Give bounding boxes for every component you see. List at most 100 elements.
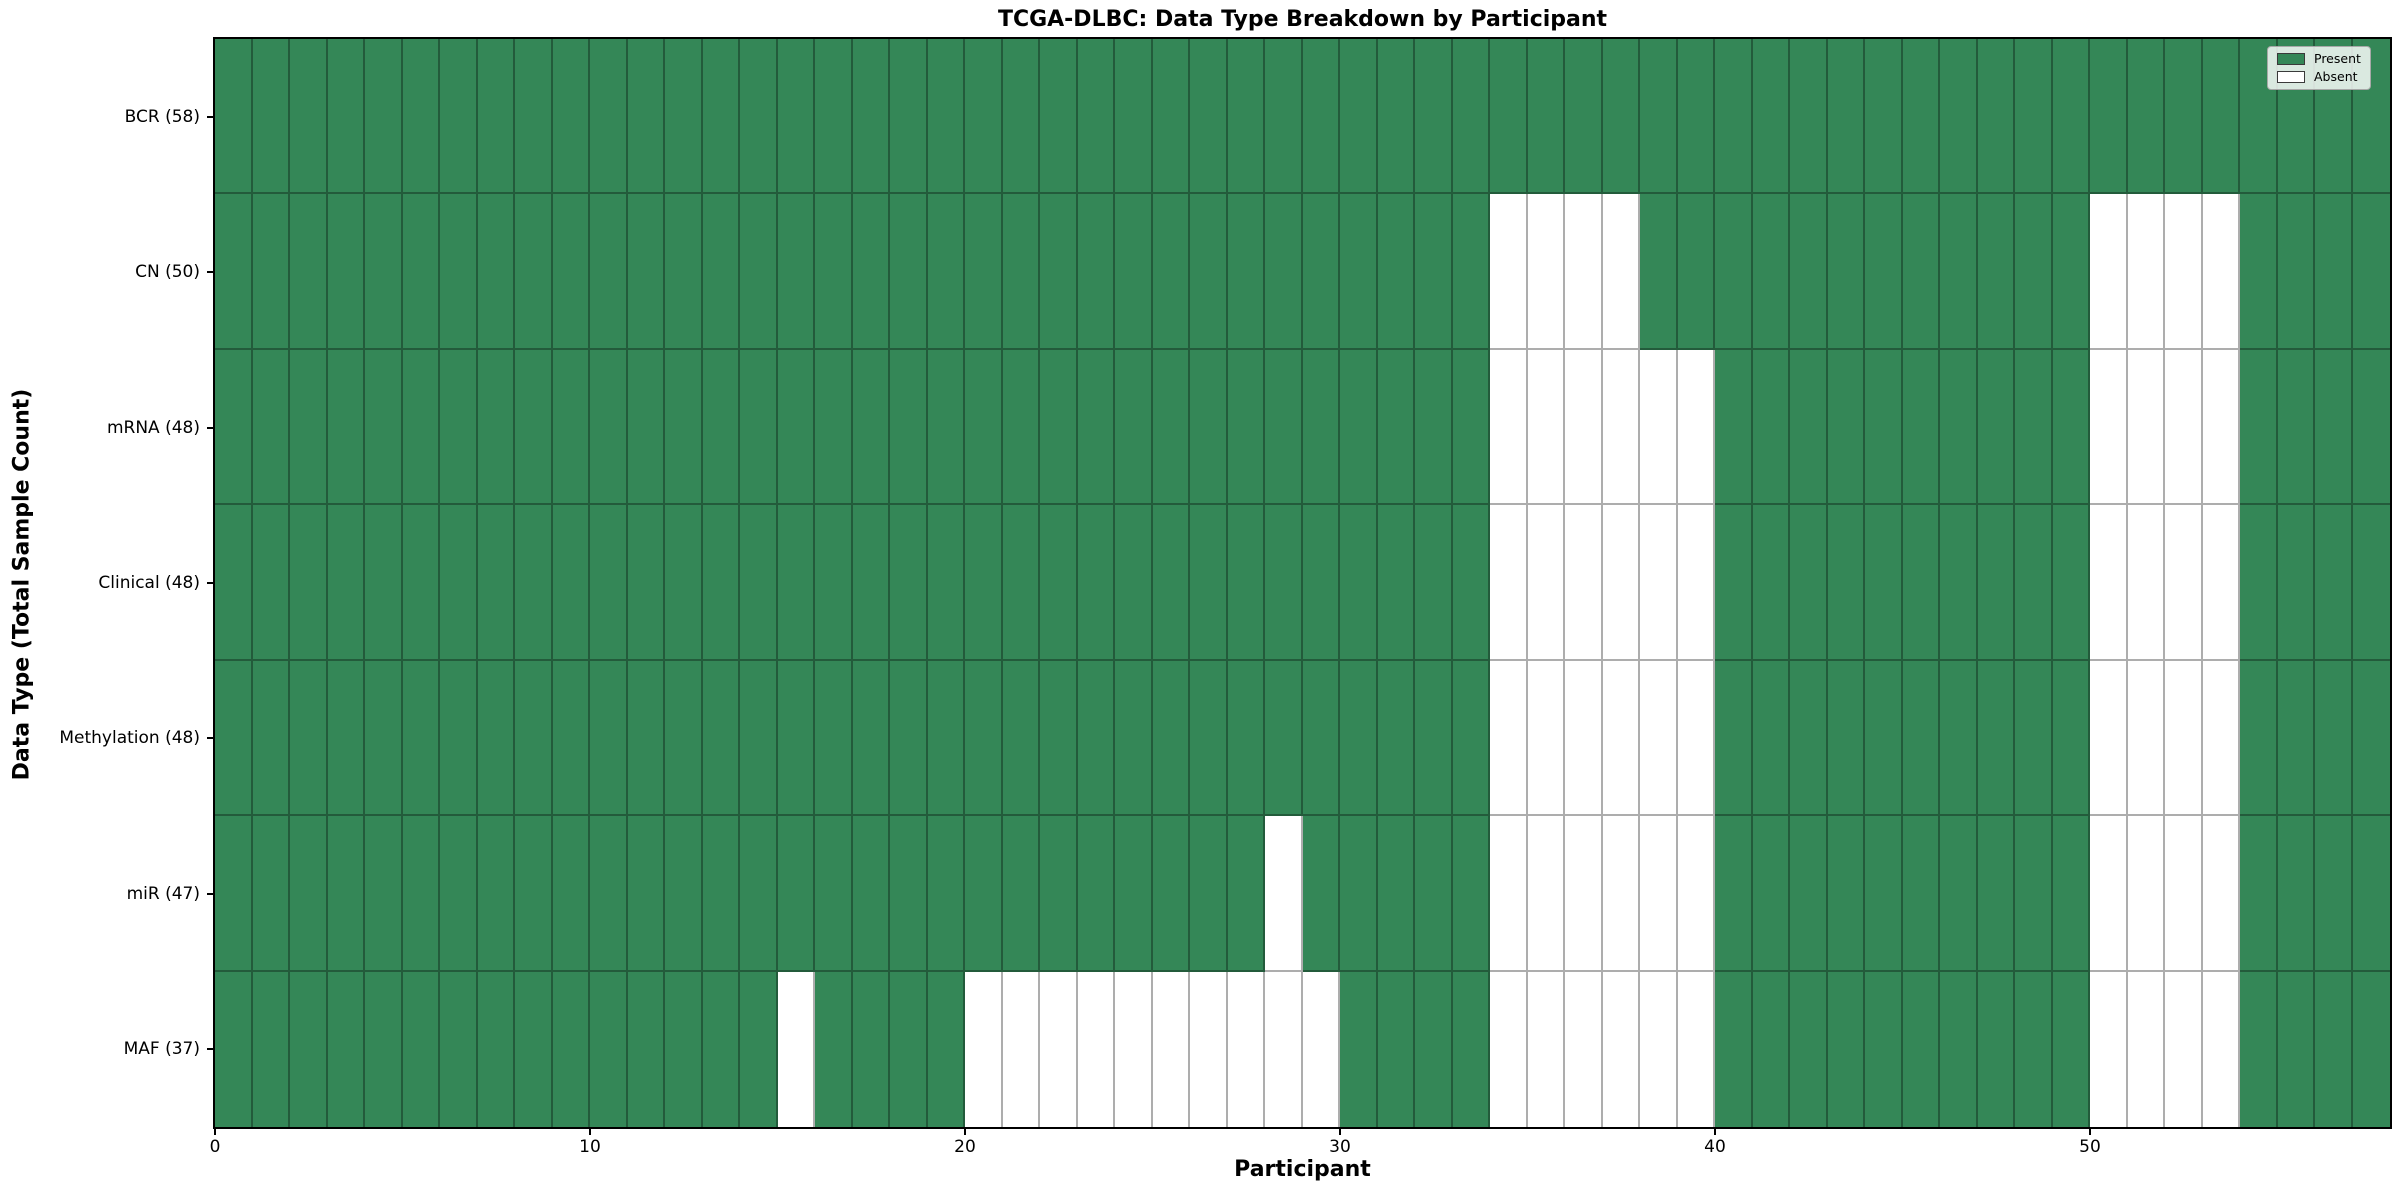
heatmap-cell	[215, 505, 253, 661]
heatmap-cell	[815, 816, 853, 972]
heatmap-cell	[1152, 194, 1190, 350]
heatmap-cell	[2127, 349, 2165, 506]
heatmap-cell	[215, 194, 253, 350]
heatmap-cell	[2240, 660, 2278, 817]
heatmap-cell	[1190, 194, 1228, 350]
heatmap-cell	[2015, 39, 2053, 195]
heatmap-cell	[1227, 505, 1265, 661]
heatmap-cell	[1340, 660, 1378, 817]
heatmap-cell	[1152, 816, 1190, 972]
heatmap-cell	[1602, 194, 1640, 350]
heatmap-cell	[1715, 971, 1753, 1127]
x-tick-mark	[2089, 1127, 2091, 1135]
heatmap-cell	[1752, 505, 1790, 661]
heatmap-cell	[1790, 194, 1828, 350]
heatmap-cell	[215, 39, 253, 195]
heatmap-cell	[1415, 194, 1453, 350]
heatmap-cell	[665, 39, 703, 195]
heatmap-cell	[1452, 505, 1490, 661]
heatmap-cell	[1902, 505, 1940, 661]
heatmap-cell	[1115, 194, 1153, 350]
heatmap-cell	[890, 505, 928, 661]
heatmap-cell	[290, 39, 328, 195]
heatmap-cell	[1827, 505, 1865, 661]
legend: Present Absent	[2267, 46, 2371, 90]
heatmap-cell	[2015, 816, 2053, 972]
x-tick-mark	[589, 1127, 591, 1135]
heatmap-cell	[1527, 349, 1565, 506]
heatmap-cell	[552, 39, 590, 195]
heatmap-cell	[2165, 816, 2203, 972]
heatmap-cell	[440, 816, 478, 972]
chart-title: TCGA-DLBC: Data Type Breakdown by Partic…	[997, 7, 1608, 32]
heatmap-cell	[2052, 971, 2090, 1127]
heatmap-cell	[815, 39, 853, 195]
heatmap-cell	[2090, 505, 2128, 661]
heatmap-cell	[1827, 971, 1865, 1127]
heatmap-cell	[1902, 816, 1940, 972]
heatmap-cell	[2277, 660, 2315, 817]
heatmap-cell	[1302, 816, 1340, 972]
heatmap-cell	[702, 816, 740, 972]
heatmap-cell	[1527, 39, 1565, 195]
heatmap-cell	[1565, 816, 1603, 972]
heatmap-cell	[702, 971, 740, 1127]
heatmap-cell	[2090, 194, 2128, 350]
heatmap-cell	[2015, 194, 2053, 350]
heatmap-cell	[1527, 505, 1565, 661]
heatmap-cell	[515, 816, 553, 972]
heatmap-cell	[1752, 194, 1790, 350]
heatmap-cell	[2352, 505, 2390, 661]
heatmap-cell	[252, 971, 290, 1127]
heatmap-cell	[327, 194, 365, 350]
heatmap-cell	[1565, 194, 1603, 350]
heatmap-cell	[327, 816, 365, 972]
heatmap-cell	[740, 194, 778, 350]
heatmap-cell	[2315, 660, 2353, 817]
heatmap-cell	[702, 194, 740, 350]
heatmap-cell	[2015, 971, 2053, 1127]
x-axis-label: Participant	[1234, 1157, 1371, 1182]
heatmap-cell	[2015, 660, 2053, 817]
heatmap-cell	[515, 349, 553, 506]
heatmap-cell	[1190, 971, 1228, 1127]
heatmap-cell	[1002, 660, 1040, 817]
plot-area	[213, 37, 2392, 1129]
heatmap-cell	[1565, 39, 1603, 195]
y-tick-mark	[207, 426, 215, 429]
heatmap-cell	[290, 660, 328, 817]
heatmap-cell	[1790, 39, 1828, 195]
heatmap-cell	[1527, 194, 1565, 350]
x-tick-label: 0	[209, 1137, 221, 1157]
heatmap-cell	[1640, 39, 1678, 195]
heatmap-cell	[1040, 194, 1078, 350]
heatmap-cell	[702, 660, 740, 817]
heatmap-cell	[402, 816, 440, 972]
heatmap-cell	[2127, 194, 2165, 350]
heatmap-cell	[1790, 816, 1828, 972]
heatmap-cell	[890, 816, 928, 972]
heatmap-cell	[1640, 816, 1678, 972]
heatmap-cell	[2352, 816, 2390, 972]
heatmap-cell	[1677, 349, 1715, 506]
heatmap-cell	[1902, 971, 1940, 1127]
heatmap-cell	[927, 971, 965, 1127]
heatmap-cell	[1077, 660, 1115, 817]
x-tick-mark	[1339, 1127, 1341, 1135]
heatmap-cell	[1002, 816, 1040, 972]
y-tick-label: BCR (58)	[124, 106, 200, 127]
heatmap-cell	[1865, 39, 1903, 195]
heatmap-cell	[1190, 505, 1228, 661]
heatmap-cell	[365, 971, 403, 1127]
heatmap-cell	[1415, 660, 1453, 817]
heatmap-cell	[1490, 505, 1528, 661]
heatmap-cell	[1077, 349, 1115, 506]
heatmap-cell	[1227, 971, 1265, 1127]
heatmap-cell	[290, 971, 328, 1127]
legend-present-label: Present	[2314, 51, 2361, 66]
heatmap-cell	[2277, 816, 2315, 972]
heatmap-cell	[402, 971, 440, 1127]
heatmap-cell	[1527, 816, 1565, 972]
heatmap-cell	[1302, 505, 1340, 661]
